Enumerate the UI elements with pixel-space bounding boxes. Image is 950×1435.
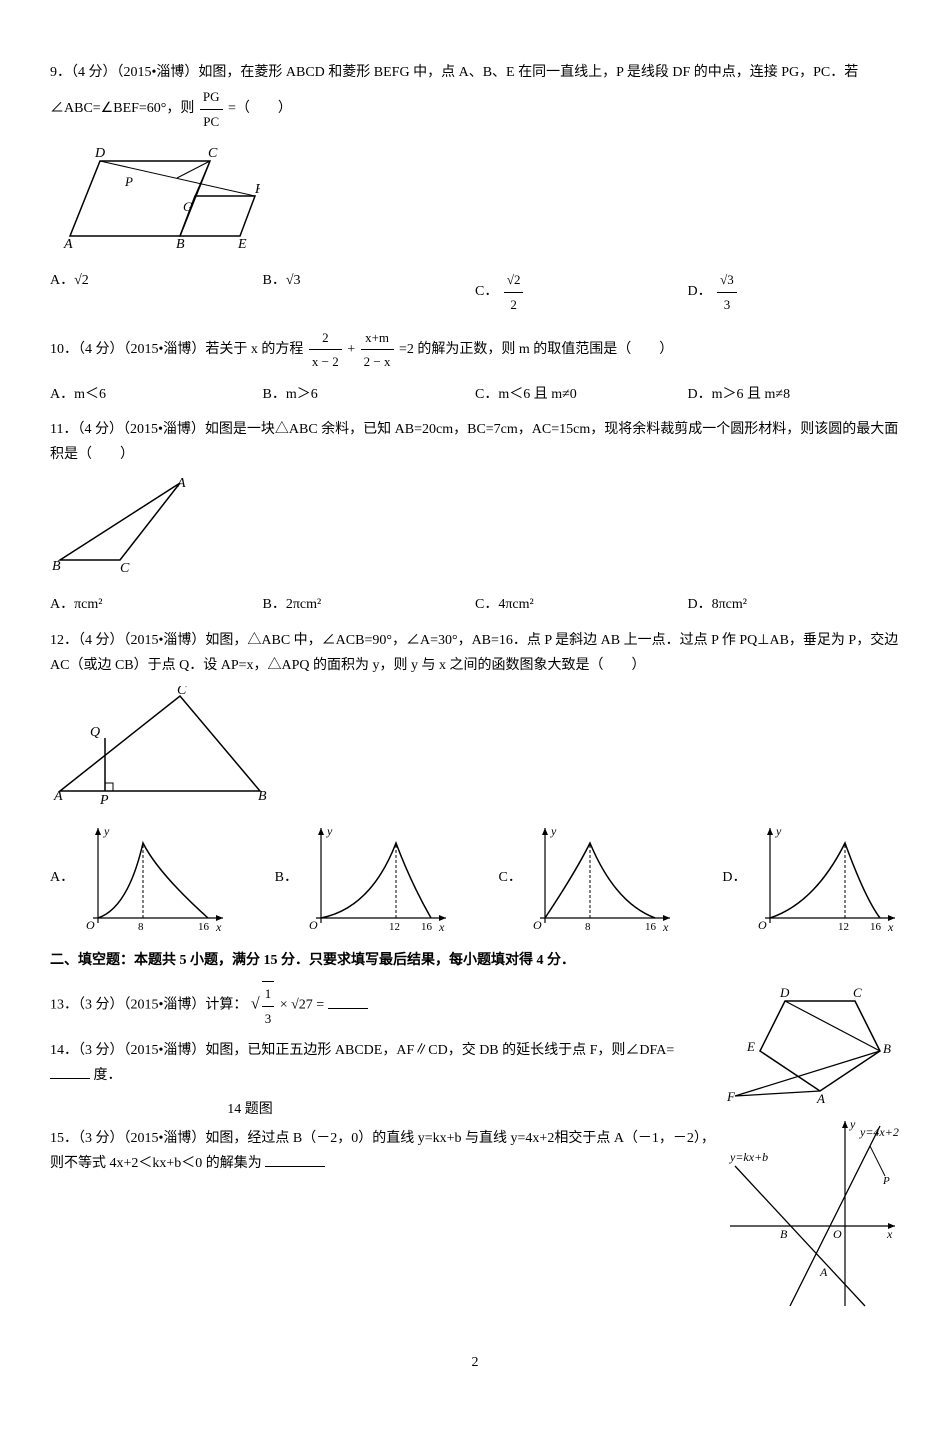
- q14-fig-label: 14 题图: [50, 1097, 450, 1122]
- svg-text:B: B: [780, 1227, 788, 1241]
- q14-q15-figures: D C B A E F O x y B A y=kx+b y=4x+2 P: [725, 981, 900, 1319]
- q10-f1: 2 x − 2: [309, 326, 342, 374]
- q9-figure: A B C D E F G P: [50, 141, 900, 260]
- svg-text:C: C: [120, 561, 130, 575]
- svg-text:y: y: [849, 1117, 856, 1131]
- q9-opt-a: A．√2: [50, 268, 263, 316]
- svg-text:O: O: [758, 918, 767, 932]
- svg-text:A: A: [63, 237, 73, 251]
- q10-opt-a: A．m＜6: [50, 382, 263, 407]
- q10-opt-b: B．m＞6: [263, 382, 476, 407]
- svg-text:C: C: [853, 985, 862, 1000]
- svg-text:B: B: [258, 789, 267, 804]
- svg-text:16: 16: [870, 921, 882, 933]
- q12-options: A． O x y 8 16 B． O x y 12 16: [50, 823, 900, 933]
- svg-text:8: 8: [585, 921, 591, 933]
- svg-text:G: G: [183, 199, 193, 214]
- svg-text:8: 8: [138, 921, 144, 933]
- svg-text:16: 16: [198, 921, 210, 933]
- q10-prefix: 10．（4 分）（2015•淄博）若关于 x 的方程: [50, 342, 303, 357]
- svg-text:y=4x+2: y=4x+2: [859, 1125, 899, 1139]
- q10-f2: x+m 2 − x: [361, 326, 394, 374]
- q10-opt-d: D．m＞6 且 m≠8: [688, 382, 901, 407]
- q11-opt-c: C．4πcm²: [475, 592, 688, 617]
- q9-suffix: =（ ）: [228, 101, 292, 116]
- q9-opt-c: C． √22: [475, 268, 688, 316]
- svg-text:B: B: [883, 1041, 891, 1056]
- svg-text:D: D: [94, 146, 105, 161]
- q14-blank: [50, 1064, 90, 1079]
- svg-text:D: D: [779, 985, 790, 1000]
- q11-opt-d: D．8πcm²: [688, 592, 901, 617]
- svg-text:y: y: [103, 824, 110, 838]
- svg-text:B: B: [52, 559, 61, 574]
- svg-text:Q: Q: [90, 725, 100, 740]
- q12-text: 12．（4 分）（2015•淄博）如图，△ABC 中，∠ACB=90°，∠A=3…: [50, 633, 898, 673]
- svg-text:P: P: [99, 793, 109, 806]
- svg-text:O: O: [833, 1227, 842, 1241]
- svg-text:P: P: [124, 174, 133, 189]
- svg-text:A: A: [53, 789, 63, 804]
- q15-blank: [265, 1152, 325, 1167]
- q12-opt-d: D． O x y 12 16: [722, 823, 900, 933]
- svg-text:E: E: [237, 237, 247, 251]
- section2-header: 二、填空题：本题共 5 小题，满分 15 分．只要求填写最后结果，每小题填对得 …: [50, 948, 900, 973]
- svg-text:F: F: [254, 182, 260, 197]
- svg-text:x: x: [886, 1227, 893, 1241]
- q11-options: A．πcm² B．2πcm² C．4πcm² D．8πcm²: [50, 592, 900, 617]
- svg-text:16: 16: [421, 921, 433, 933]
- svg-text:E: E: [746, 1039, 755, 1054]
- q12-figure: A B C P Q: [50, 686, 900, 815]
- q12-opt-c: C． O x y 8 16: [499, 823, 676, 933]
- svg-text:B: B: [176, 237, 185, 251]
- svg-text:x: x: [887, 920, 894, 933]
- q9-options: A．√2 B．√3 C． √22 D． √33: [50, 268, 900, 316]
- svg-text:O: O: [86, 918, 95, 932]
- q11-opt-a: A．πcm²: [50, 592, 263, 617]
- question-9: 9．（4 分）（2015•淄博）如图，在菱形 ABCD 和菱形 BEFG 中，点…: [50, 60, 900, 133]
- svg-text:12: 12: [389, 921, 400, 933]
- q11-opt-b: B．2πcm²: [263, 592, 476, 617]
- q10-opt-c: C．m＜6 且 m≠0: [475, 382, 688, 407]
- q12-svg: A B C P Q: [50, 686, 280, 806]
- q9-opt-b: B．√3: [263, 268, 476, 316]
- svg-text:A: A: [816, 1091, 825, 1106]
- svg-text:C: C: [177, 686, 187, 698]
- svg-text:P: P: [882, 1175, 890, 1187]
- q15-svg: O x y B A y=kx+b y=4x+2 P: [725, 1116, 900, 1311]
- svg-text:y: y: [326, 824, 333, 838]
- q14-svg: D C B A E F: [725, 981, 900, 1106]
- svg-text:A: A: [176, 476, 186, 491]
- svg-text:x: x: [438, 920, 445, 933]
- q11-svg: A B C: [50, 475, 220, 575]
- svg-text:y=kx+b: y=kx+b: [729, 1150, 768, 1164]
- q9-ratio: PG PC: [200, 85, 223, 133]
- svg-text:12: 12: [838, 921, 849, 933]
- svg-text:x: x: [215, 920, 222, 933]
- svg-text:O: O: [533, 918, 542, 932]
- q9-svg: A B C D E F G P: [50, 141, 260, 251]
- svg-text:A: A: [819, 1265, 828, 1279]
- svg-text:16: 16: [645, 921, 657, 933]
- svg-text:y: y: [775, 824, 782, 838]
- q10-suffix: =2 的解为正数，则 m 的取值范围是（ ）: [399, 342, 673, 357]
- q9-opt-d: D． √33: [688, 268, 901, 316]
- q11-text: 11．（4 分）（2015•淄博）如图是一块△ABC 余料，已知 AB=20cm…: [50, 422, 898, 462]
- q13-blank: [328, 994, 368, 1009]
- question-12: 12．（4 分）（2015•淄博）如图，△ABC 中，∠ACB=90°，∠A=3…: [50, 628, 900, 678]
- q9-text: 9．（4 分）（2015•淄博）如图，在菱形 ABCD 和菱形 BEFG 中，点…: [50, 65, 858, 116]
- q12-opt-b: B． O x y 12 16: [275, 823, 452, 933]
- question-11: 11．（4 分）（2015•淄博）如图是一块△ABC 余料，已知 AB=20cm…: [50, 417, 900, 467]
- q11-figure: A B C: [50, 475, 900, 584]
- svg-text:x: x: [662, 920, 669, 933]
- svg-text:F: F: [726, 1089, 736, 1104]
- svg-text:O: O: [309, 918, 318, 932]
- q10-options: A．m＜6 B．m＞6 C．m＜6 且 m≠0 D．m＞6 且 m≠8: [50, 382, 900, 407]
- page-number: 2: [50, 1350, 900, 1375]
- q12-opt-a: A． O x y 8 16: [50, 823, 228, 933]
- question-10: 10．（4 分）（2015•淄博）若关于 x 的方程 2 x − 2 + x+m…: [50, 326, 900, 374]
- svg-text:y: y: [550, 824, 557, 838]
- svg-text:C: C: [208, 146, 218, 161]
